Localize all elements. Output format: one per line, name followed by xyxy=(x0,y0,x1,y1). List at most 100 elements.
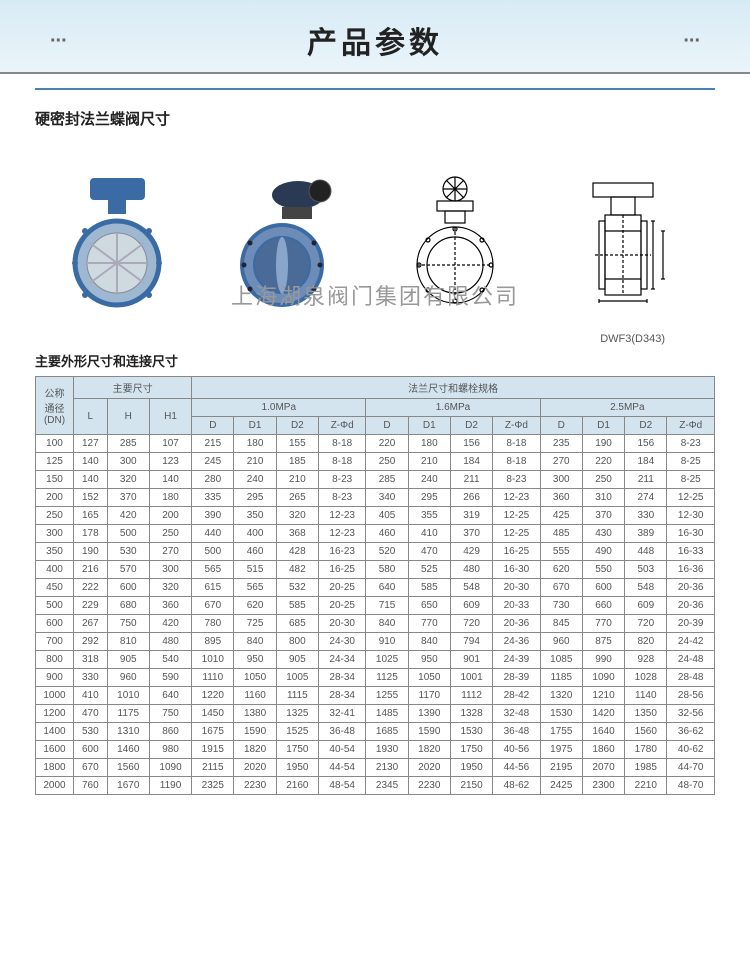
cell: 2130 xyxy=(366,759,408,777)
cell: 1485 xyxy=(366,705,408,723)
cell: 184 xyxy=(625,453,667,471)
cell: 211 xyxy=(450,471,492,489)
cell: 525 xyxy=(408,561,450,579)
cell: 585 xyxy=(408,579,450,597)
table-row: 1000410101064012201160111528-34125511701… xyxy=(36,687,715,705)
cell: 500 xyxy=(107,525,149,543)
cell: 640 xyxy=(149,687,191,705)
cell: 16-36 xyxy=(667,561,715,579)
cell: 685 xyxy=(276,615,318,633)
cell: 267 xyxy=(74,615,108,633)
cell: 750 xyxy=(107,615,149,633)
cell: 715 xyxy=(366,597,408,615)
cell: 16-25 xyxy=(493,543,540,561)
cell: 500 xyxy=(192,543,234,561)
cell: 245 xyxy=(192,453,234,471)
cell: 2345 xyxy=(366,777,408,795)
table-row: 70029281048089584080024-3091084079424-36… xyxy=(36,633,715,651)
cell: 950 xyxy=(234,651,276,669)
cell: 2300 xyxy=(582,777,624,795)
th-col: D2 xyxy=(625,417,667,435)
cell: 440 xyxy=(192,525,234,543)
cell: 370 xyxy=(582,507,624,525)
table-row: 40021657030056551548216-2558052548016-30… xyxy=(36,561,715,579)
cell: 590 xyxy=(149,669,191,687)
cell: 2000 xyxy=(36,777,74,795)
cell: 770 xyxy=(582,615,624,633)
cell: 1400 xyxy=(36,723,74,741)
cell: 274 xyxy=(625,489,667,507)
cell: 950 xyxy=(408,651,450,669)
cell: 12-23 xyxy=(318,507,365,525)
cell: 127 xyxy=(74,435,108,453)
cell: 600 xyxy=(107,579,149,597)
cell: 460 xyxy=(366,525,408,543)
cell: 24-30 xyxy=(318,633,365,651)
cell: 28-34 xyxy=(318,687,365,705)
cell: 36-48 xyxy=(318,723,365,741)
cell: 895 xyxy=(192,633,234,651)
table-row: 30017850025044040036812-2346041037012-25… xyxy=(36,525,715,543)
th-col: D1 xyxy=(234,417,276,435)
cell: 180 xyxy=(149,489,191,507)
cell: 390 xyxy=(192,507,234,525)
cell: 780 xyxy=(192,615,234,633)
cell: 16-30 xyxy=(667,525,715,543)
th-col: Z-Φd xyxy=(493,417,540,435)
cell: 1190 xyxy=(149,777,191,795)
cell: 530 xyxy=(107,543,149,561)
cell: 1525 xyxy=(276,723,318,741)
cell: 240 xyxy=(408,471,450,489)
cell: 340 xyxy=(366,489,408,507)
cell: 250 xyxy=(36,507,74,525)
cell: 2230 xyxy=(234,777,276,795)
cell: 720 xyxy=(450,615,492,633)
cell: 420 xyxy=(107,507,149,525)
cell: 600 xyxy=(582,579,624,597)
cell: 44-54 xyxy=(318,759,365,777)
cell: 570 xyxy=(107,561,149,579)
cell: 12-25 xyxy=(667,489,715,507)
cell: 429 xyxy=(450,543,492,561)
cell: 1025 xyxy=(366,651,408,669)
cell: 190 xyxy=(582,435,624,453)
cell: 300 xyxy=(107,453,149,471)
cell: 8-23 xyxy=(318,489,365,507)
cell: 800 xyxy=(276,633,318,651)
cell: 1010 xyxy=(107,687,149,705)
cell: 368 xyxy=(276,525,318,543)
cell: 405 xyxy=(366,507,408,525)
cell: 330 xyxy=(74,669,108,687)
cell: 370 xyxy=(450,525,492,543)
cell: 270 xyxy=(149,543,191,561)
cell: 155 xyxy=(276,435,318,453)
cell: 8-25 xyxy=(667,471,715,489)
table-row: 18006701560109021152020195044-5421302020… xyxy=(36,759,715,777)
cell: 1328 xyxy=(450,705,492,723)
cell: 600 xyxy=(36,615,74,633)
cell: 875 xyxy=(582,633,624,651)
table-row: 35019053027050046042816-2352047042916-25… xyxy=(36,543,715,561)
cell: 20-39 xyxy=(667,615,715,633)
th-dn: 公称 通径 (DN) xyxy=(36,377,74,435)
cell: 1200 xyxy=(36,705,74,723)
cell: 156 xyxy=(625,435,667,453)
cell: 250 xyxy=(366,453,408,471)
th-col: D1 xyxy=(408,417,450,435)
cell: 150 xyxy=(36,471,74,489)
cell: 1050 xyxy=(234,669,276,687)
cell: 1640 xyxy=(582,723,624,741)
cell: 355 xyxy=(408,507,450,525)
cell: 960 xyxy=(107,669,149,687)
cell: 1450 xyxy=(192,705,234,723)
cell: 16-33 xyxy=(667,543,715,561)
cell: 1975 xyxy=(540,741,582,759)
cell: 1210 xyxy=(582,687,624,705)
cell: 229 xyxy=(74,597,108,615)
cell: 550 xyxy=(582,561,624,579)
cell: 2115 xyxy=(192,759,234,777)
cell: 1800 xyxy=(36,759,74,777)
cell: 210 xyxy=(408,453,450,471)
dots-left: ... xyxy=(50,25,67,48)
cell: 794 xyxy=(450,633,492,651)
